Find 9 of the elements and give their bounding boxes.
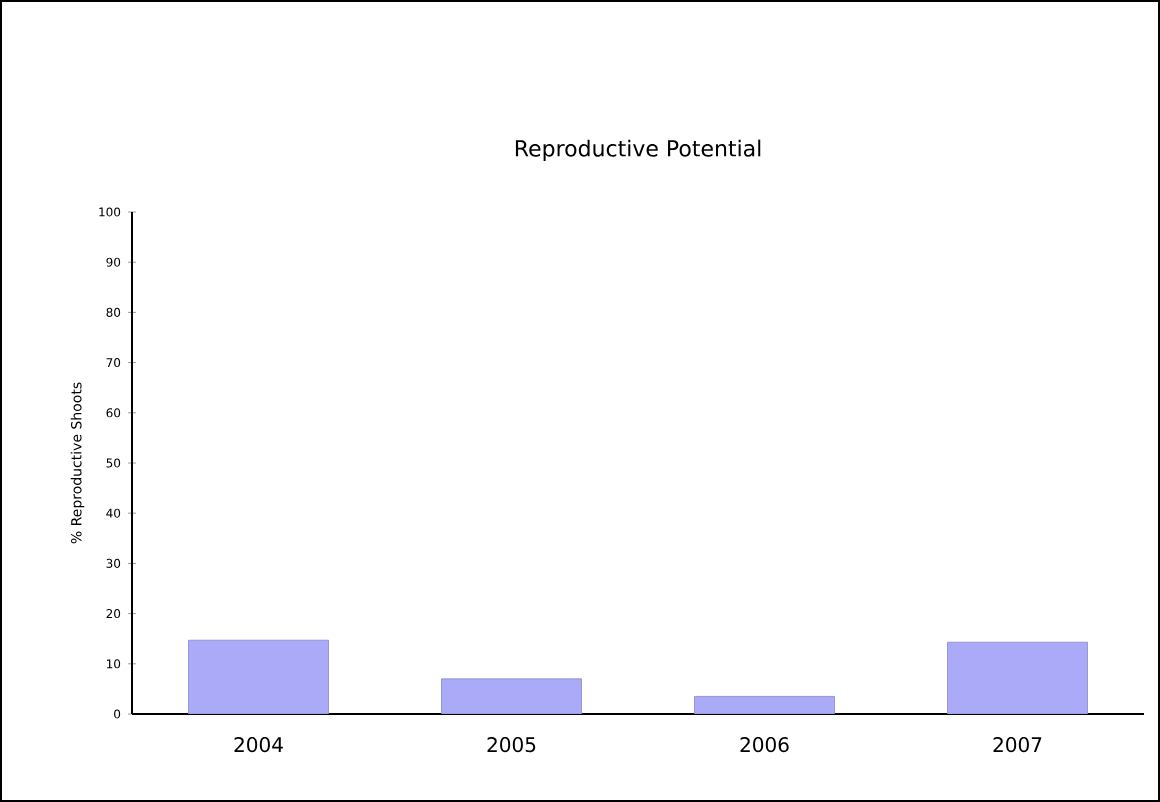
x-tick-label: 2006 — [740, 737, 789, 753]
bar — [694, 696, 835, 714]
chart-title: Reproductive Potential — [515, 139, 761, 161]
bar — [188, 639, 329, 714]
bar — [441, 678, 582, 714]
bar — [947, 641, 1088, 714]
x-tick-label: 2007 — [993, 737, 1042, 753]
x-tick-label: 2005 — [487, 737, 536, 753]
x-tick-label: 2004 — [234, 737, 283, 753]
